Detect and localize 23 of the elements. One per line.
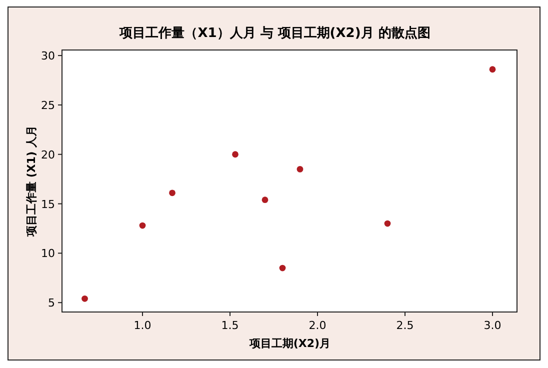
y-tick-label: 15 — [41, 198, 55, 211]
point — [296, 166, 304, 172]
y-tick-label: 25 — [41, 98, 55, 112]
y-axis-title: 项目工作量 (X1) 人月 — [25, 126, 38, 238]
x-tick-label: 1.5 — [221, 319, 239, 332]
y-tick-label: 5 — [48, 296, 55, 310]
y-tick-label: 20 — [41, 148, 55, 162]
point — [82, 295, 88, 302]
point — [489, 66, 496, 73]
chart-title: 项目工作量（X1）人月 与 项目工期(X2)月 的散点图 — [118, 25, 430, 41]
x-tick-label: 1.0 — [134, 319, 152, 332]
x-tick-label: 2.5 — [396, 319, 414, 332]
point — [232, 151, 238, 158]
point — [262, 196, 268, 204]
point — [169, 190, 176, 196]
y-tick-label: 30 — [41, 50, 55, 63]
y-tick-label: 10 — [41, 247, 55, 260]
point — [139, 222, 146, 229]
point — [384, 220, 391, 227]
point — [279, 264, 286, 272]
x-tick-label: 2.0 — [308, 319, 326, 332]
x-tick-label: 3.0 — [484, 319, 502, 332]
x-axis-title: 项目工期(X2)月 — [248, 337, 331, 350]
